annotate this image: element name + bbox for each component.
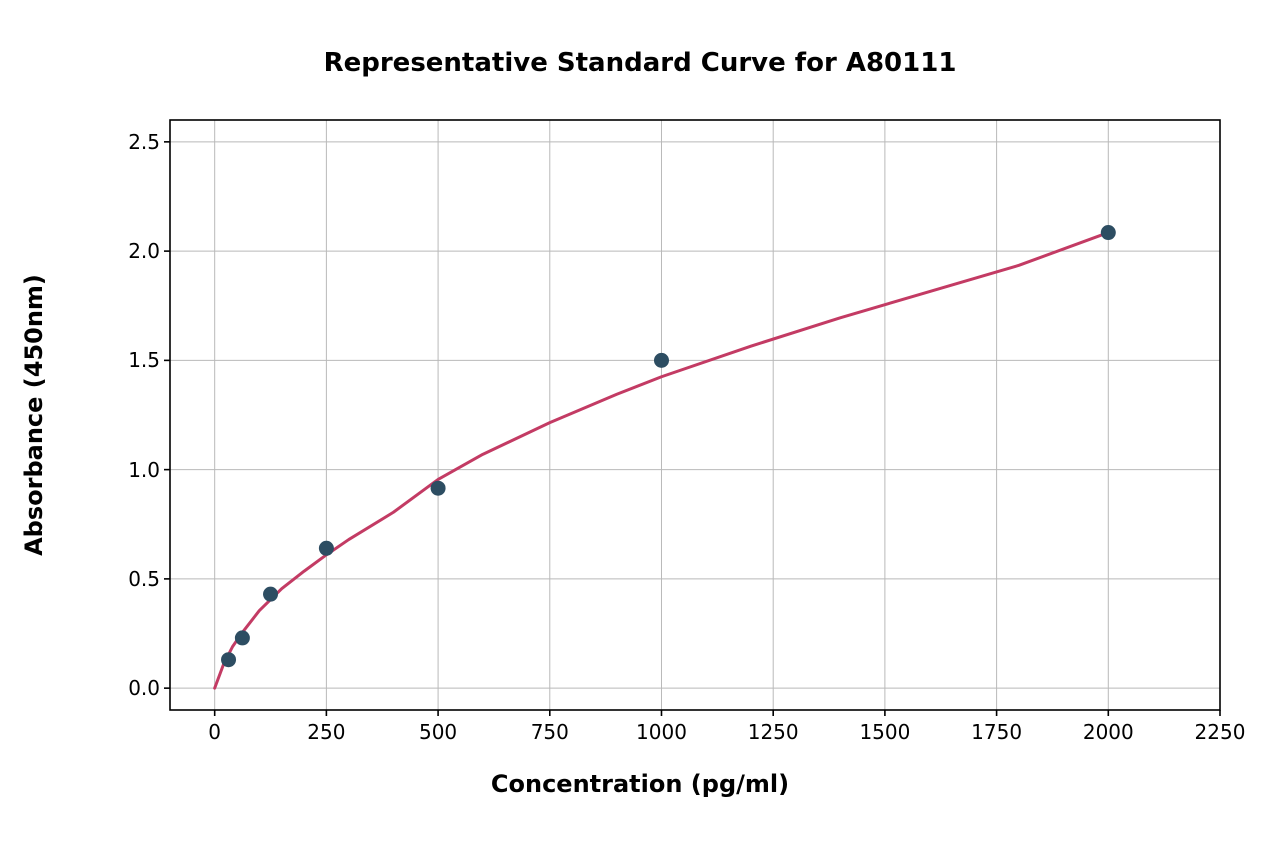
- chart-title: Representative Standard Curve for A80111: [0, 48, 1280, 78]
- y-tick-label: 2.5: [120, 130, 160, 154]
- x-tick-label: 2250: [1195, 720, 1246, 744]
- data-point: [1101, 225, 1116, 240]
- data-point: [319, 541, 334, 556]
- x-tick-label: 750: [531, 720, 569, 744]
- x-tick-label: 1000: [636, 720, 687, 744]
- x-tick-label: 1250: [748, 720, 799, 744]
- data-point: [431, 481, 446, 496]
- data-point: [654, 353, 669, 368]
- y-axis-label: Absorbance (450nm): [20, 274, 48, 556]
- scatter-group: [221, 225, 1116, 667]
- plot-area: [170, 120, 1220, 710]
- grid-group: [170, 120, 1220, 710]
- y-tick-label: 0.5: [120, 567, 160, 591]
- y-tick-label: 1.0: [120, 458, 160, 482]
- data-point: [221, 652, 236, 667]
- y-tick-label: 1.5: [120, 348, 160, 372]
- x-tick-label: 1750: [971, 720, 1022, 744]
- x-axis-label: Concentration (pg/ml): [0, 770, 1280, 798]
- x-tick-label: 500: [419, 720, 457, 744]
- data-point: [263, 587, 278, 602]
- x-tick-label: 1500: [859, 720, 910, 744]
- x-tick-label: 250: [307, 720, 345, 744]
- x-tick-label: 0: [208, 720, 221, 744]
- axes-frame: [170, 120, 1220, 710]
- data-point: [235, 630, 250, 645]
- y-tick-label: 0.0: [120, 676, 160, 700]
- y-tick-label: 2.0: [120, 239, 160, 263]
- axes-group: [164, 120, 1220, 716]
- x-tick-label: 2000: [1083, 720, 1134, 744]
- figure: Representative Standard Curve for A80111…: [0, 0, 1280, 845]
